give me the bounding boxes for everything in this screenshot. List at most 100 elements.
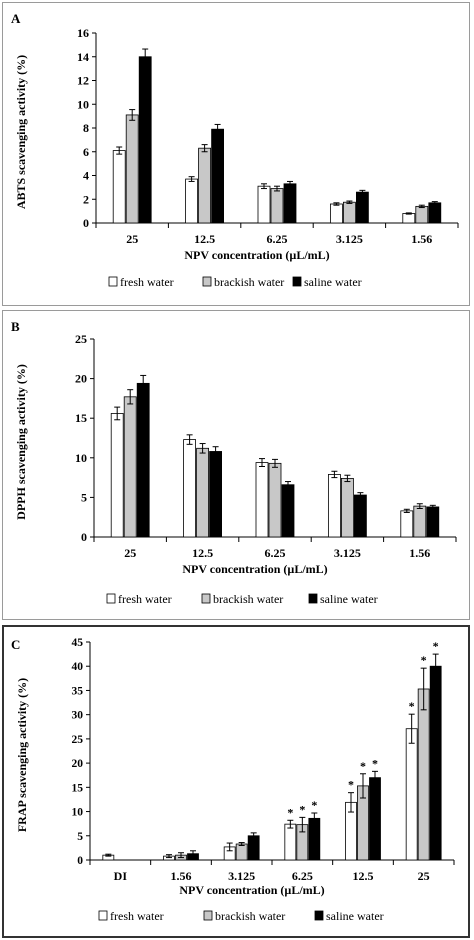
bar	[369, 777, 381, 861]
bar	[235, 843, 248, 861]
y-tick-label: 5	[81, 490, 87, 504]
bar	[413, 505, 427, 538]
bar	[257, 185, 271, 224]
legend-label: fresh water	[110, 909, 164, 923]
x-category-label: 3.125	[334, 546, 361, 560]
legend-swatch	[314, 910, 324, 921]
x-category-label: DI	[114, 869, 128, 883]
bar	[185, 178, 199, 224]
y-tick-label: 25	[75, 332, 87, 346]
y-tick-label: 0	[83, 216, 89, 230]
y-axis-title: ABTS scavenging activity (%)	[14, 55, 28, 209]
bar	[415, 205, 429, 224]
x-category-label: 12.5	[353, 869, 374, 883]
y-axis-title: DPPH scavenging activity (%)	[14, 364, 28, 520]
y-tick-label: 10	[75, 451, 87, 465]
x-category-label: 1.56	[411, 232, 432, 246]
chart-a-svg: A 0 2 4 6 8 10 12 14 16 25 12.5 6.25 3.125 1.56 ABTS sc…	[11, 11, 459, 289]
chart-panel-a: A 0 2 4 6 8 10 12 14 16 25 12.5 6.25 3.125 1.56 ABTS sc…	[2, 2, 470, 306]
bar	[209, 451, 223, 538]
legend-label: fresh water	[118, 592, 172, 606]
chart-c-svg: C 0 5 10 15 20 25 30 35 40 45 DI 1.56 3.125 6.25 * * * 12.…	[11, 637, 455, 923]
legend-label: fresh water	[120, 275, 174, 289]
legend-swatch	[203, 910, 213, 921]
bar	[417, 688, 430, 861]
bar	[196, 447, 210, 538]
significance-marker: *	[372, 756, 378, 770]
panel-label: B	[11, 319, 20, 334]
y-tick-label: 20	[75, 372, 87, 386]
bar	[342, 201, 356, 224]
chart-panel-b: B 0 5 10 15 20 25 25 12.5 6.25 3.125 1.56 DPPH scave…	[2, 310, 470, 620]
y-axis-title: FRAP scavenging activity (%)	[15, 678, 29, 832]
x-category-label: 25	[418, 869, 430, 883]
y-tick-label: 6	[83, 145, 89, 159]
legend-swatch	[98, 910, 108, 921]
bar	[428, 202, 442, 224]
y-tick-label: 12	[77, 74, 89, 88]
y-tick-label: 20	[72, 758, 84, 770]
bar	[327, 474, 341, 538]
chart-panel-c: C 0 5 10 15 20 25 30 35 40 45 DI 1.56 3.125 6.25 * * * 12.…	[2, 625, 470, 938]
bar	[183, 439, 197, 538]
y-tick-label: 15	[72, 782, 84, 794]
legend-label: brackish water	[215, 909, 285, 923]
bar	[308, 817, 321, 861]
y-tick-label: 45	[72, 637, 84, 649]
y-tick-label: 8	[83, 121, 89, 135]
bar	[426, 506, 440, 538]
y-tick-label: 30	[72, 710, 84, 722]
y-tick-label: 25	[72, 734, 84, 746]
y-tick-label: 35	[72, 685, 84, 697]
bar	[284, 823, 297, 861]
legend-swatch	[201, 593, 211, 604]
x-category-label: 3.125	[228, 869, 255, 883]
legend-swatch	[308, 593, 318, 604]
legend-label: saline water	[326, 909, 384, 923]
significance-marker: *	[299, 802, 305, 816]
legend-label: brackish water	[213, 592, 283, 606]
legend-swatch	[106, 593, 116, 604]
bar	[211, 128, 225, 224]
bar	[329, 203, 343, 224]
legend-label: saline water	[320, 592, 378, 606]
significance-marker: *	[433, 639, 439, 653]
bar	[123, 396, 137, 538]
x-axis-title: NPV concentration (µL/mL)	[182, 562, 327, 576]
x-category-label: 6.25	[267, 232, 288, 246]
y-tick-label: 16	[77, 26, 89, 40]
x-category-label: 6.25	[292, 869, 313, 883]
y-tick-label: 10	[72, 807, 84, 819]
bar	[270, 188, 284, 224]
x-category-label: 12.5	[192, 546, 213, 560]
bar	[255, 462, 269, 538]
y-tick-label: 40	[72, 661, 84, 673]
x-category-label: 25	[126, 232, 138, 246]
bar	[198, 147, 212, 224]
x-category-label: 6.25	[265, 546, 286, 560]
bar	[136, 382, 150, 538]
significance-marker: *	[409, 699, 415, 713]
x-category-label: 3.125	[336, 232, 363, 246]
bar	[110, 413, 124, 538]
bar	[353, 494, 367, 538]
x-category-label: 1.56	[171, 869, 192, 883]
bar	[405, 728, 418, 861]
bar	[247, 835, 260, 861]
y-tick-label: 4	[83, 169, 89, 183]
chart-b-svg: B 0 5 10 15 20 25 25 12.5 6.25 3.125 1.56 DPPH scave…	[11, 319, 457, 606]
bar	[138, 56, 152, 224]
y-tick-label: 15	[75, 411, 87, 425]
significance-marker: *	[348, 778, 354, 792]
legend-swatch	[202, 276, 212, 287]
x-category-label: 25	[124, 546, 136, 560]
y-tick-label: 0	[77, 855, 83, 867]
significance-marker: *	[360, 759, 366, 773]
bar	[402, 213, 416, 224]
bar	[340, 477, 354, 538]
significance-marker: *	[311, 798, 317, 812]
y-tick-label: 0	[81, 530, 87, 544]
significance-marker: *	[421, 653, 427, 667]
legend-swatch	[108, 276, 118, 287]
significance-marker: *	[287, 805, 293, 819]
